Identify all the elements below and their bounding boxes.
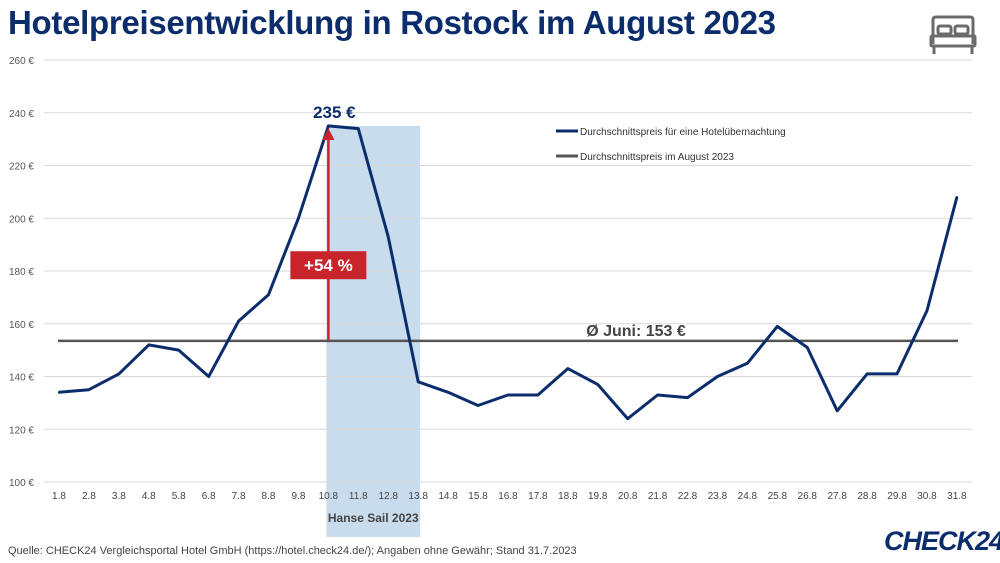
- x-tick-label: 25.8: [768, 491, 788, 502]
- peak-label: 235 €: [313, 103, 356, 122]
- y-tick-label: 200 €: [9, 214, 34, 225]
- series-point: [716, 375, 719, 378]
- series-point: [835, 409, 839, 412]
- series-point: [596, 383, 599, 386]
- series-point: [416, 380, 420, 383]
- x-tick-label: 17.8: [528, 491, 548, 502]
- increase-arrow-head: [322, 127, 335, 140]
- y-tick-label: 220 €: [9, 162, 34, 173]
- series-point: [626, 417, 629, 420]
- y-axis-ticks: 100 € 120 € 140 € 160 € 180 € 200 € 220 € 240 €…: [9, 56, 34, 489]
- series-point: [686, 396, 689, 399]
- x-tick-label: 19.8: [588, 491, 608, 502]
- series-points: [57, 124, 959, 420]
- grid-lines: [44, 59, 972, 483]
- x-tick-label: 15.8: [468, 491, 488, 502]
- x-tick-label: 8.8: [262, 491, 276, 502]
- legend: Durchschnittspreis für eine Hotelübernac…: [556, 127, 786, 163]
- x-tick-label: 11.8: [349, 491, 368, 502]
- series-point: [506, 393, 510, 397]
- x-tick-label: 1.8: [52, 491, 66, 502]
- y-tick-label: 160 €: [9, 320, 34, 331]
- y-tick-label: 260 €: [9, 56, 34, 67]
- x-tick-label: 3.8: [112, 491, 126, 502]
- series-line-hotel-price: [58, 124, 959, 421]
- x-tick-label: 21.8: [648, 491, 668, 502]
- x-tick-label: 6.8: [202, 491, 216, 502]
- series-point: [207, 375, 210, 378]
- increase-badge: [290, 251, 367, 280]
- y-tick-label: 120 €: [9, 425, 34, 436]
- legend-label-average: Durchschnittspreis im August 2023: [580, 152, 734, 163]
- series-point: [177, 348, 180, 352]
- increase-label: +54 %: [304, 256, 353, 275]
- series-point: [536, 393, 540, 397]
- y-tick-label: 100 €: [9, 478, 34, 489]
- x-tick-label: 10.8: [319, 491, 339, 502]
- x-tick-label: 23.8: [708, 491, 728, 502]
- highlight-band: [326, 125, 421, 537]
- series-point: [746, 362, 749, 365]
- bed-icon: [929, 15, 977, 54]
- x-tick-label: 7.8: [232, 491, 246, 502]
- series-point: [387, 235, 390, 238]
- highlight-band-label: Hanse Sail 2023: [328, 511, 419, 525]
- series-point: [566, 367, 570, 370]
- series-point: [955, 195, 959, 199]
- series-point: [87, 388, 91, 391]
- series-point: [925, 309, 929, 312]
- series-point: [237, 319, 240, 323]
- x-tick-label: 29.8: [887, 491, 907, 502]
- legend-label-series: Durchschnittspreis für eine Hotelübernac…: [580, 127, 786, 138]
- series-point: [297, 217, 300, 220]
- y-tick-label: 180 €: [9, 267, 34, 278]
- y-tick-label: 140 €: [9, 373, 34, 384]
- average-label: Ø Juni: 153 €: [586, 323, 686, 340]
- series-point: [776, 325, 779, 328]
- source-note: Quelle: CHECK24 Vergleichsportal Hotel G…: [8, 545, 577, 557]
- series-point: [117, 372, 121, 376]
- y-tick-label: 240 €: [9, 109, 34, 120]
- x-tick-label: 30.8: [917, 491, 937, 502]
- x-tick-label: 4.8: [142, 491, 156, 502]
- series-point: [327, 124, 330, 128]
- x-tick-label: 12.8: [378, 491, 398, 502]
- series-point: [476, 404, 480, 407]
- x-tick-label: 13.8: [408, 491, 428, 502]
- x-tick-label: 22.8: [678, 491, 698, 502]
- x-tick-label: 5.8: [172, 491, 186, 502]
- x-tick-label: 26.8: [798, 491, 818, 502]
- x-axis-ticks: 1.8 2.8 3.8 4.8 5.8 6.8 7.8 8.8 9.8 10.8 11.8 12.8 1…: [52, 491, 967, 502]
- series-point: [357, 127, 360, 130]
- x-tick-label: 20.8: [618, 491, 638, 502]
- x-tick-label: 24.8: [738, 491, 758, 502]
- series-point: [865, 372, 869, 376]
- x-tick-label: 31.8: [947, 491, 967, 502]
- x-tick-label: 28.8: [857, 491, 877, 502]
- x-tick-label: 14.8: [438, 491, 458, 502]
- x-tick-label: 9.8: [291, 491, 305, 502]
- series-point: [147, 343, 150, 347]
- series-point: [446, 391, 450, 394]
- x-tick-label: 2.8: [82, 491, 96, 502]
- series-point: [895, 372, 899, 376]
- chart-title: Hotelpreisentwicklung in Rostock im Augu…: [8, 4, 776, 41]
- x-tick-label: 27.8: [827, 491, 847, 502]
- series-point: [267, 293, 270, 296]
- series-point: [656, 393, 659, 397]
- brand-logo[interactable]: CHECK24: [884, 526, 1000, 556]
- x-tick-label: 16.8: [498, 491, 518, 502]
- series-point: [57, 391, 61, 394]
- series-point: [806, 346, 809, 349]
- x-tick-label: 18.8: [558, 491, 578, 502]
